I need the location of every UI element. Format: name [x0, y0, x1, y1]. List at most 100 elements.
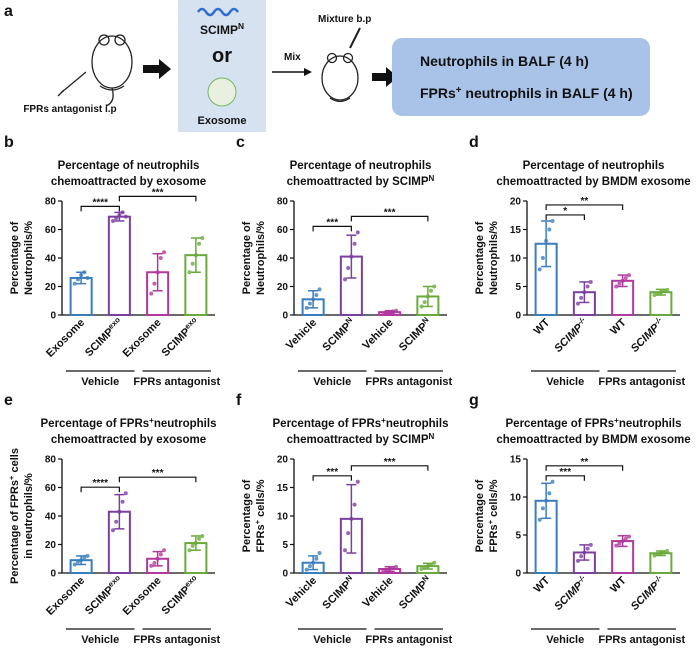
text-segment: neutrophils in BALF (4 h) [462, 85, 633, 101]
data-point [550, 479, 555, 484]
text-segment: Percentage of FPRs [41, 418, 150, 430]
significance-label: *** [384, 457, 396, 468]
data-point [162, 250, 167, 255]
group-label: FPRs antagonist [365, 634, 452, 646]
significance-bracket [312, 475, 352, 481]
error-bar [541, 220, 552, 268]
significance-label: *** [326, 217, 338, 228]
text-segment: Neutrophils/% [23, 221, 35, 295]
data-point [617, 541, 622, 546]
text-segment: chemoattracted by exosome [51, 176, 206, 188]
panel-letter: e [4, 392, 13, 409]
superscript: -/- [652, 573, 664, 585]
significance-bracket [350, 465, 429, 471]
data-point [72, 281, 77, 286]
superscript: -/- [575, 573, 587, 585]
y-axis-label: Percentage of FPRs+ cells [7, 448, 22, 584]
data-point [582, 290, 587, 295]
panel-letter: d [469, 134, 479, 151]
significance-label: *** [152, 468, 164, 479]
text-segment: Percentage of [474, 221, 486, 294]
y-axis-label: Percentage of [474, 479, 486, 552]
x-tick-label: Vehicle [284, 317, 319, 352]
text-segment: in neutrophils/% [23, 473, 35, 559]
data-point [85, 553, 90, 558]
y-tick-label: 0 [50, 569, 56, 580]
text-segment: neutrophils [386, 418, 449, 430]
data-point [149, 563, 154, 568]
data-point [550, 218, 555, 223]
data-point [75, 559, 80, 564]
readout-box [392, 38, 650, 116]
data-point [314, 293, 319, 298]
y-tick-label: 60 [45, 483, 57, 494]
x-tick-label: SCIMPexo [81, 573, 125, 617]
data-point [120, 499, 125, 504]
chart-title: chemoattracted by SCIMPN [287, 432, 435, 447]
significance-label: ** [580, 196, 588, 207]
data-point [114, 519, 119, 524]
panel-letter: c [236, 134, 245, 151]
x-tick-label: Exosome [121, 575, 164, 618]
text-segment: chemoattracted by SCIMP [287, 434, 429, 446]
y-tick-label: 80 [45, 197, 57, 208]
y-axis-label: Neutrophils/% [488, 221, 500, 295]
significance-label: **** [92, 197, 108, 208]
significance-label: *** [326, 467, 338, 478]
text-segment: SCIMP [320, 579, 353, 612]
y-tick-label: 0 [282, 569, 288, 580]
data-point [314, 556, 319, 561]
data-point [193, 253, 198, 258]
data-point [544, 238, 549, 243]
data-point [627, 534, 632, 539]
syringe [349, 27, 361, 49]
significance-bracket [80, 205, 120, 212]
y-axis-label: Percentage of [241, 221, 253, 294]
data-point [193, 541, 198, 546]
data-point [620, 539, 625, 544]
data-point [304, 305, 309, 310]
text-segment: SCIMP [397, 579, 430, 612]
significance-bracket [545, 204, 624, 210]
data-point [614, 284, 619, 289]
mix-label: Mix [284, 52, 301, 63]
data-point [346, 265, 351, 270]
data-point [537, 517, 542, 522]
data-point [422, 300, 427, 305]
data-point [384, 310, 389, 315]
y-tick-label: 0 [515, 311, 521, 322]
y-tick-label: 0 [515, 569, 521, 580]
data-point [352, 241, 357, 246]
panel-letter: a [4, 3, 13, 20]
superscript: + [381, 416, 386, 425]
data-point [117, 213, 122, 218]
data-point [110, 528, 115, 533]
y-tick-label: 20 [510, 197, 522, 208]
x-tick-label: Exosome [44, 317, 87, 360]
data-point [152, 561, 157, 566]
data-point [190, 543, 195, 548]
group-label: FPRs antagonist [365, 376, 452, 388]
data-point [623, 536, 628, 541]
significance-label: * [563, 206, 567, 217]
text-segment: Percentage of [241, 479, 253, 552]
data-point [582, 550, 587, 555]
chart-title: chemoattracted by SCIMPN [287, 174, 435, 189]
data-point [579, 554, 584, 559]
y-tick-label: 10 [277, 512, 289, 523]
data-point [304, 567, 309, 572]
data-point [429, 562, 434, 567]
chart-title: Percentage of neutrophils [58, 160, 200, 172]
y-axis-label: Percentage of [241, 479, 253, 552]
text-segment: FPRs [420, 85, 456, 101]
x-tick-label: SCIMPN [319, 315, 358, 354]
data-point [155, 270, 160, 275]
data-point [85, 275, 90, 280]
significance-bracket [80, 486, 120, 493]
group-label: Vehicle [313, 634, 351, 646]
significance-bracket [118, 476, 197, 483]
data-point [355, 230, 360, 235]
x-tick-label: WT [608, 574, 629, 595]
y-tick-label: 80 [277, 197, 289, 208]
data-point [158, 552, 163, 557]
